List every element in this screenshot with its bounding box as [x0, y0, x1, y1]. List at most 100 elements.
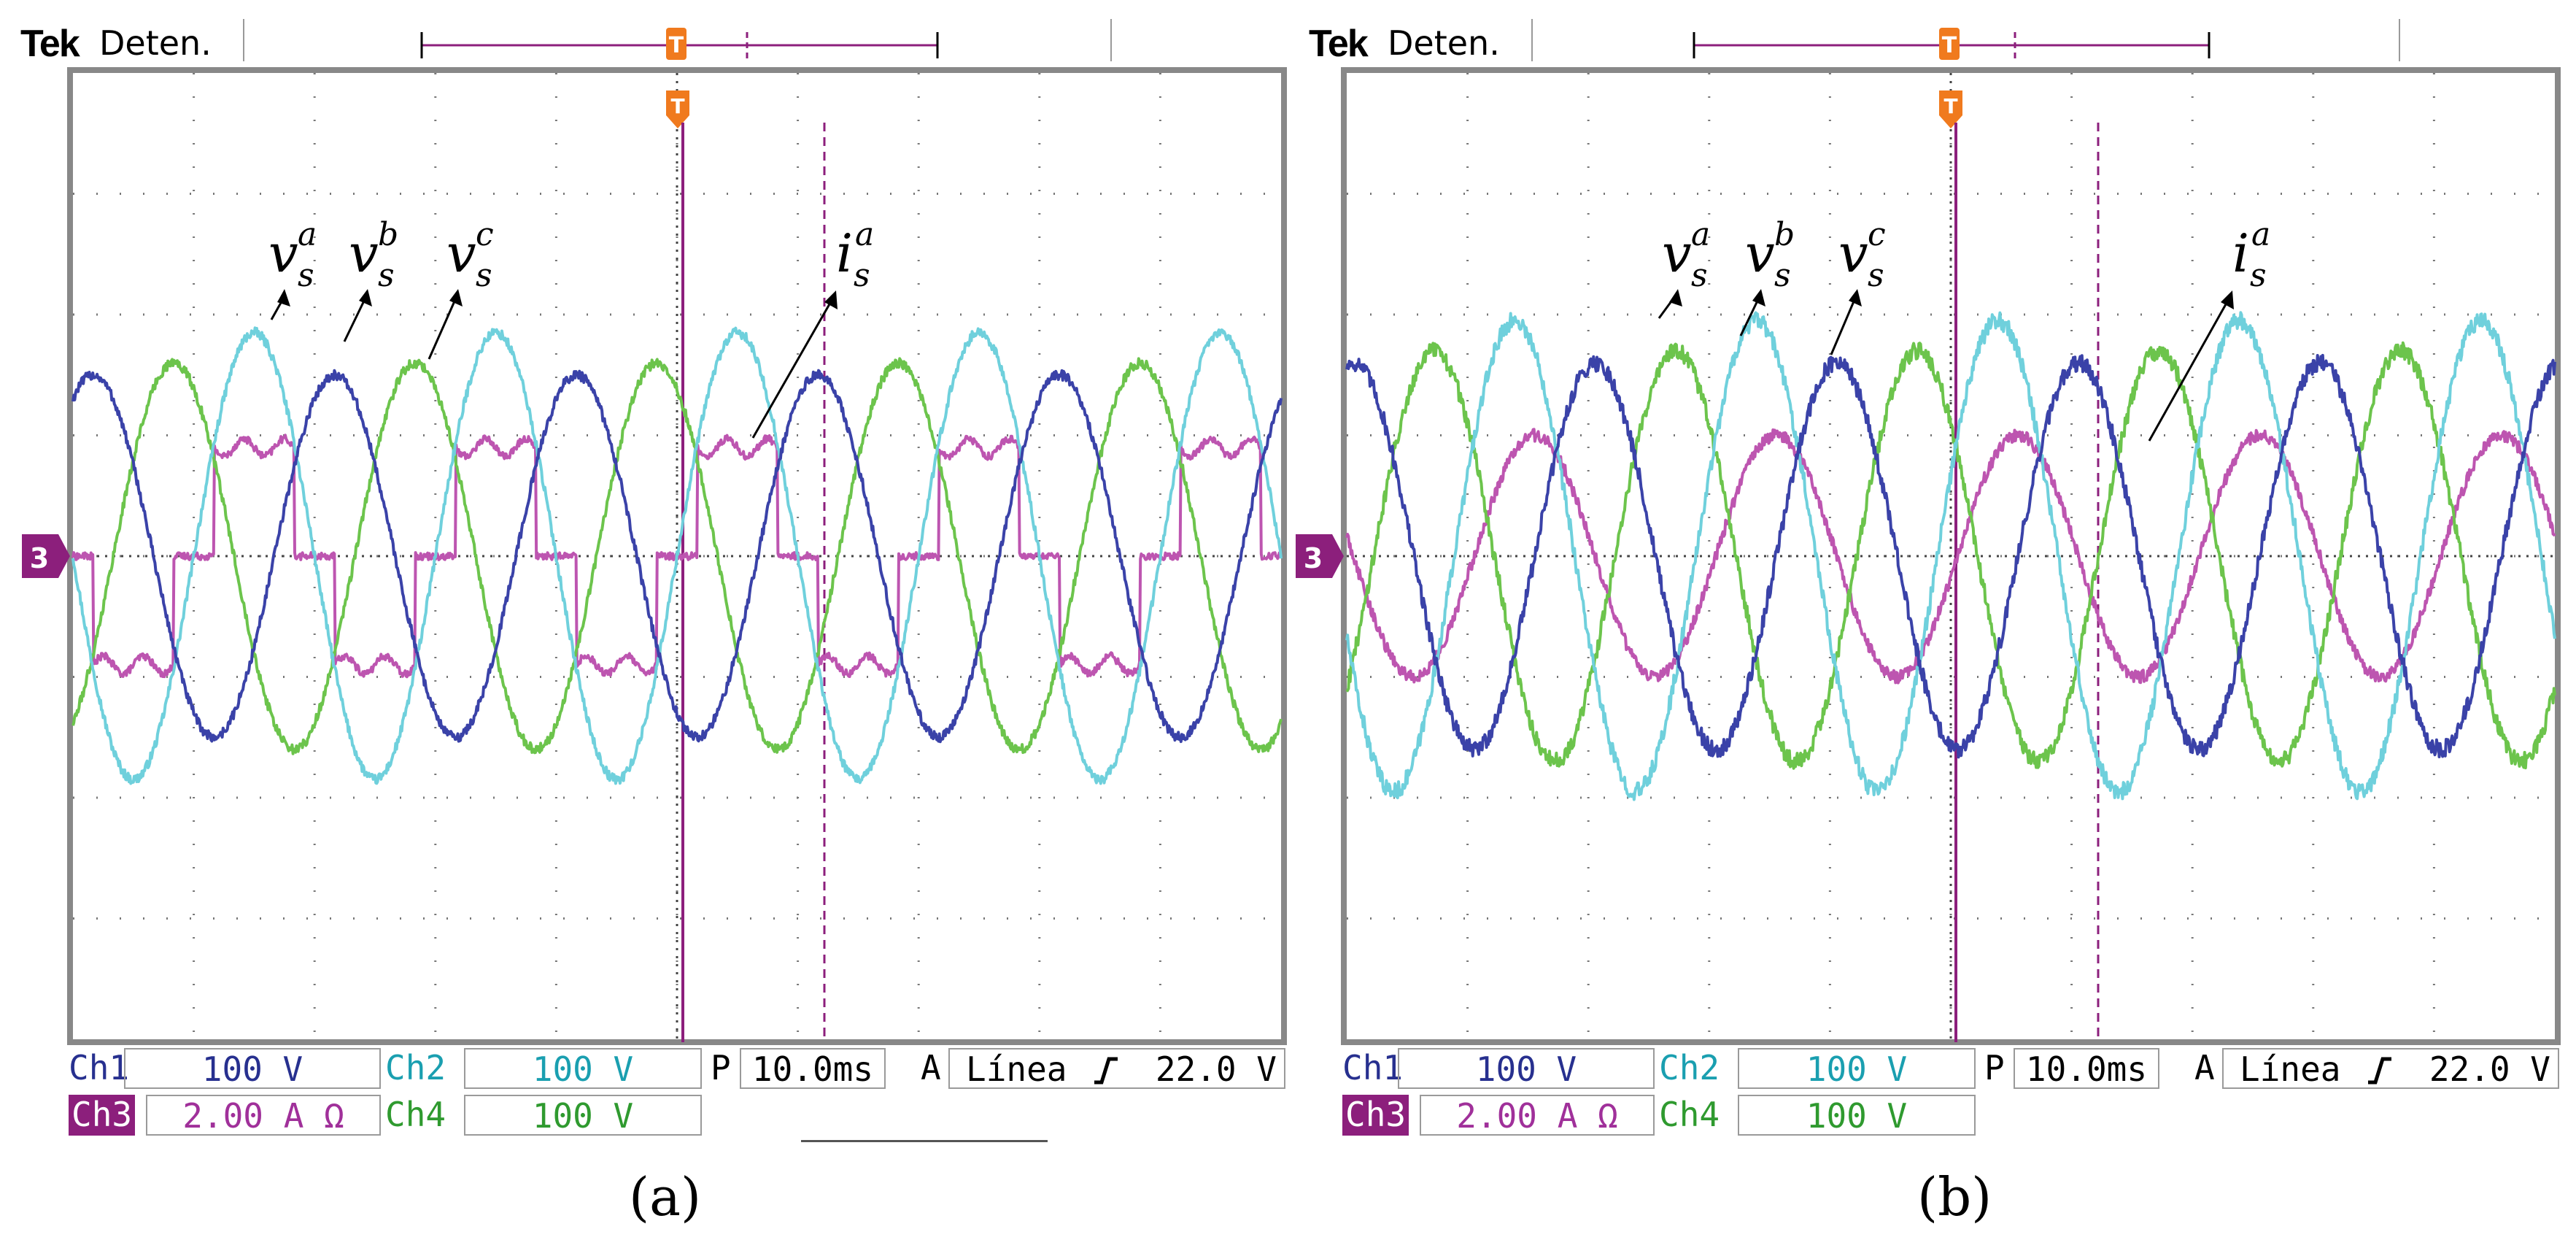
trigger-source: Línea: [2240, 1049, 2341, 1089]
svg-text:v: v: [349, 223, 379, 284]
header-divider: [1531, 19, 1533, 61]
trigger-label: A: [2194, 1048, 2215, 1087]
scope-display: T T 3 v s a v s b v: [1296, 28, 2561, 1045]
waveform-ch4: [1345, 341, 2556, 770]
trigger-marker-icon: T: [666, 90, 689, 128]
waveform-annotations: v s a v s b v s c i s a: [1662, 216, 2270, 294]
trigger-label: A: [921, 1048, 941, 1087]
svg-text:s: s: [298, 257, 314, 294]
waveform-annotations: v s a v s b v s c i s a: [268, 216, 874, 294]
svg-text:s: s: [1691, 257, 1708, 294]
ch1-label: Ch1: [1342, 1048, 1404, 1087]
timebase-scale[interactable]: 10.0ms: [740, 1048, 886, 1089]
svg-text:c: c: [1868, 216, 1886, 253]
ch4-scale[interactable]: 100 V: [464, 1095, 702, 1136]
svg-text:i: i: [2232, 223, 2249, 284]
ch2-scale[interactable]: 100 V: [1738, 1048, 1976, 1089]
svg-text:s: s: [378, 257, 395, 294]
label-vsa: v s a: [268, 216, 317, 294]
svg-text:s: s: [1774, 257, 1791, 294]
acquisition-state: Deten.: [99, 23, 212, 63]
waveform-group: [71, 326, 1283, 785]
trigger-source: Línea: [966, 1049, 1067, 1089]
waveform-group: [1345, 311, 2556, 801]
ch2-label: Ch2: [385, 1048, 446, 1087]
waveform-ch1: [1345, 353, 2556, 759]
timebase-label: P: [1984, 1048, 2005, 1087]
svg-text:T: T: [670, 94, 684, 118]
waveform-ch1: [71, 369, 1283, 744]
label-vsc: v s c: [446, 216, 494, 294]
svg-text:T: T: [1943, 94, 1957, 118]
svg-text:b: b: [378, 216, 398, 253]
subfigure-label: (b): [1917, 1166, 1992, 1228]
svg-text:T: T: [1942, 33, 1957, 58]
ch4-label: Ch4: [385, 1095, 446, 1134]
svg-text:a: a: [855, 216, 874, 253]
svg-text:a: a: [1691, 216, 1710, 253]
brand-logo: Tek: [20, 23, 80, 65]
svg-text:s: s: [854, 257, 870, 294]
subfigure-label: (a): [629, 1166, 702, 1228]
svg-text:v: v: [268, 223, 298, 284]
ch3-scale[interactable]: 2.00 A Ω: [1420, 1095, 1655, 1136]
label-isa: i s a: [836, 216, 874, 294]
svg-text:a: a: [298, 216, 317, 253]
ch3-label: Ch3: [1342, 1095, 1409, 1136]
ch2-label: Ch2: [1659, 1048, 1720, 1087]
svg-text:v: v: [1745, 223, 1775, 284]
ch3-reference-marker-icon: 3: [1296, 534, 1344, 578]
svg-text:v: v: [1662, 223, 1692, 284]
oscilloscope-panel-b: Tek Deten. T T 3 v: [1288, 0, 2576, 1248]
brand-logo: Tek: [1309, 23, 1369, 65]
waveform-ch2: [1345, 311, 2556, 801]
svg-text:v: v: [446, 223, 476, 284]
ch3-label: Ch3: [69, 1095, 136, 1136]
annotation-arrows: [1658, 289, 2234, 442]
ch1-scale[interactable]: 100 V: [124, 1048, 381, 1089]
waveform-ch4: [71, 357, 1283, 755]
acquisition-state: Deten.: [1388, 23, 1500, 63]
header-divider: [2399, 19, 2400, 61]
timebase-label: P: [711, 1048, 731, 1087]
svg-text:a: a: [2251, 216, 2270, 253]
svg-text:3: 3: [1304, 542, 1323, 574]
rising-edge-icon: [1094, 1057, 1118, 1085]
ch4-label: Ch4: [1659, 1095, 1720, 1134]
label-vsc: v s c: [1838, 216, 1886, 294]
label-vsb: v s b: [1745, 216, 1795, 294]
status-rule: [801, 1140, 1048, 1142]
trigger-marker-icon: T: [1939, 90, 1962, 128]
annotation-arrows: [270, 289, 838, 439]
oscilloscope-panel-a: Tek Deten. T T 3: [20, 19, 1287, 1228]
trigger-readout[interactable]: Línea 22.0 V: [948, 1048, 1285, 1089]
rising-edge-icon: [2368, 1057, 2392, 1085]
header-divider: [243, 19, 244, 61]
ch1-scale[interactable]: 100 V: [1398, 1048, 1655, 1089]
svg-text:i: i: [836, 223, 853, 284]
ch1-label: Ch1: [69, 1048, 130, 1087]
trigger-level: 22.0 V: [2429, 1049, 2550, 1089]
trigger-position-icon: T: [666, 28, 686, 60]
ch3-reference-marker-icon: 3: [22, 534, 70, 578]
svg-text:c: c: [476, 216, 494, 253]
label-vsa: v s a: [1662, 216, 1710, 294]
svg-text:b: b: [1774, 216, 1795, 253]
ch3-scale[interactable]: 2.00 A Ω: [146, 1095, 381, 1136]
label-isa: i s a: [2232, 216, 2270, 294]
ch2-scale[interactable]: 100 V: [464, 1048, 702, 1089]
svg-text:T: T: [669, 33, 684, 58]
trigger-level: 22.0 V: [1155, 1049, 1277, 1089]
svg-text:s: s: [2250, 257, 2267, 294]
graticule-grid: [1347, 73, 2555, 1039]
trigger-readout[interactable]: Línea 22.0 V: [2222, 1048, 2559, 1089]
trigger-position-icon: T: [1939, 28, 1960, 60]
waveform-ch2: [71, 326, 1283, 785]
label-vsb: v s b: [349, 216, 398, 294]
timebase-scale[interactable]: 10.0ms: [2014, 1048, 2159, 1089]
ch4-scale[interactable]: 100 V: [1738, 1095, 1976, 1136]
waveform-ch3: [1345, 428, 2556, 685]
svg-text:3: 3: [30, 542, 49, 574]
header-divider: [1110, 19, 1112, 61]
svg-text:v: v: [1838, 223, 1868, 284]
